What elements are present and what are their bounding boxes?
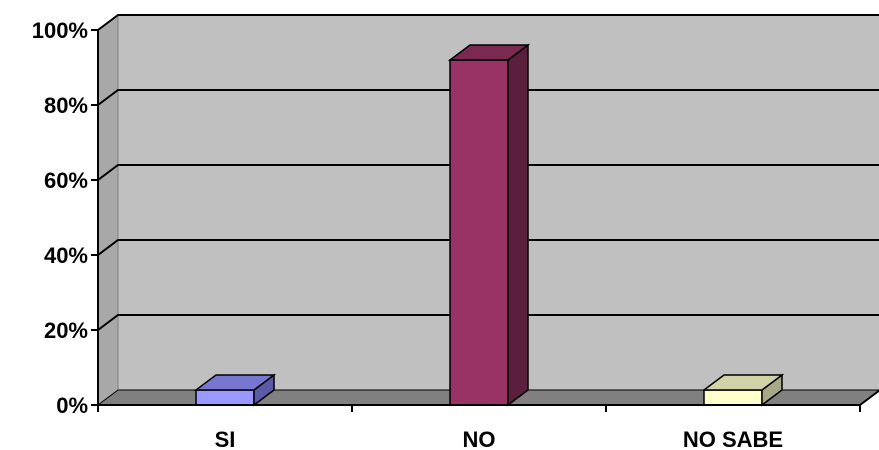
- y-tick-label: 0%: [56, 393, 88, 418]
- x-category-label: NO: [463, 427, 496, 450]
- gridline: [97, 239, 879, 256]
- gridline: [97, 164, 879, 181]
- bar-no-sabe: [701, 373, 785, 407]
- bars: [193, 43, 785, 407]
- bar-front: [703, 389, 763, 406]
- y-tick-label: 80%: [44, 93, 88, 118]
- axes: [97, 30, 879, 406]
- bar-si: [193, 373, 277, 407]
- y-tick-label: 60%: [44, 168, 88, 193]
- bar-top: [701, 374, 785, 391]
- y-tick-label: 40%: [44, 243, 88, 268]
- side-wall: [97, 14, 119, 406]
- x-category-label: SI: [215, 427, 236, 450]
- gridline: [97, 314, 879, 331]
- bar-top: [447, 44, 531, 61]
- x-axis-labels: SI NO NO SABE: [97, 405, 861, 450]
- x-category-label: NO SABE: [683, 427, 783, 450]
- bar-side: [507, 43, 529, 407]
- gridlines: [97, 14, 879, 331]
- y-axis-ticks: 0% 20% 40% 60% 80% 100%: [32, 18, 98, 418]
- y-tick-label: 20%: [44, 318, 88, 343]
- gridline: [97, 89, 879, 106]
- gridline: [97, 14, 879, 31]
- y-tick-label: 100%: [32, 18, 88, 43]
- bar-front: [195, 389, 255, 406]
- bar-top: [193, 374, 277, 391]
- bar-no: [447, 43, 531, 407]
- x-axis-depth-line: [859, 389, 879, 406]
- bar-front: [449, 59, 509, 406]
